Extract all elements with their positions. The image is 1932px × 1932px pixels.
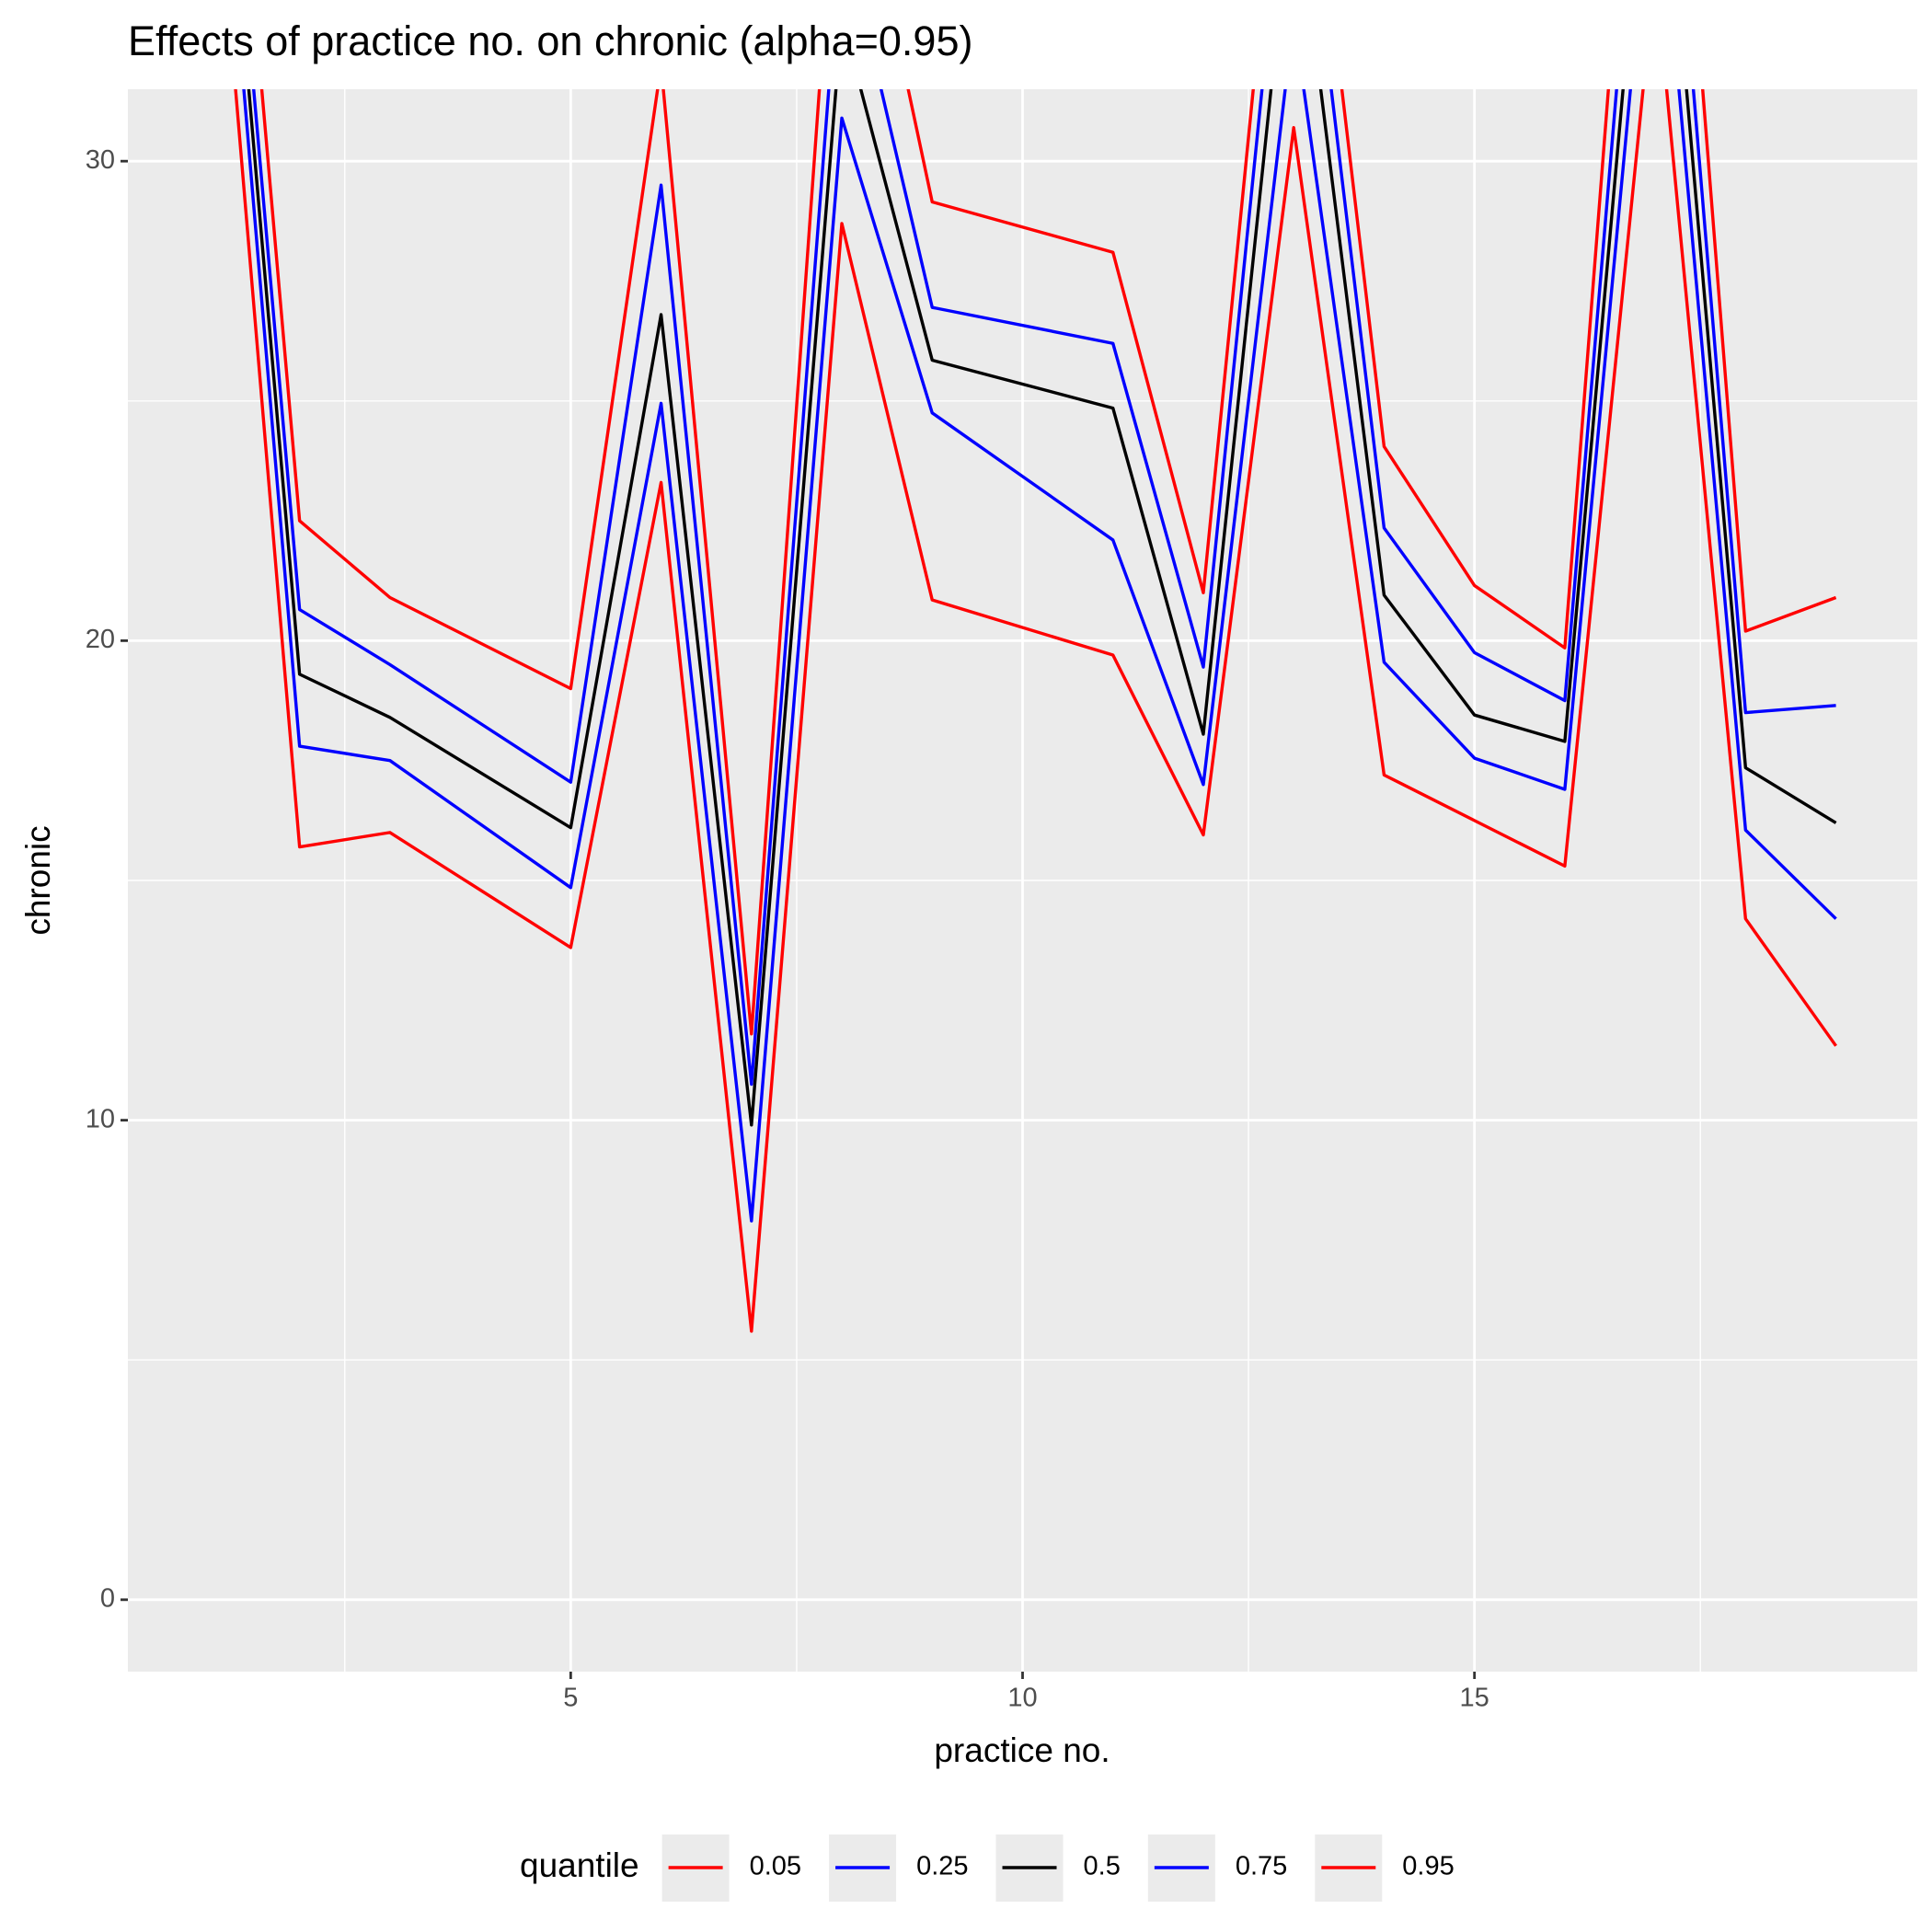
lines (234, 89, 1837, 1333)
y-axis-label: chronic (19, 825, 57, 935)
legend: quantile 0.05 0.25 0.5 0.75 0.95 (520, 1834, 1455, 1902)
series-line (247, 89, 1837, 1127)
legend-label: 0.25 (916, 1852, 968, 1881)
legend-label: 0.95 (1402, 1852, 1454, 1881)
legend-title: quantile (520, 1846, 639, 1884)
x-tick-label: 10 (1007, 1684, 1037, 1713)
x-axis-label: practice no. (934, 1731, 1110, 1769)
series-line (242, 89, 1837, 1223)
y-tick-label: 30 (86, 145, 115, 175)
x-tick-label: 15 (1460, 1684, 1489, 1713)
series-line (259, 89, 1837, 1036)
series-line (234, 89, 1837, 1333)
grid (128, 89, 1917, 1672)
series-line (252, 89, 1836, 1087)
legend-label: 0.05 (750, 1852, 801, 1881)
y-tick-label: 20 (86, 625, 115, 654)
y-tick-label: 0 (100, 1583, 115, 1613)
legend-label: 0.5 (1084, 1852, 1121, 1881)
legend-label: 0.75 (1236, 1852, 1287, 1881)
y-tick-label: 10 (86, 1104, 115, 1133)
chart-title: Effects of practice no. on chronic (alph… (128, 17, 972, 64)
x-tick-label: 5 (563, 1684, 578, 1713)
